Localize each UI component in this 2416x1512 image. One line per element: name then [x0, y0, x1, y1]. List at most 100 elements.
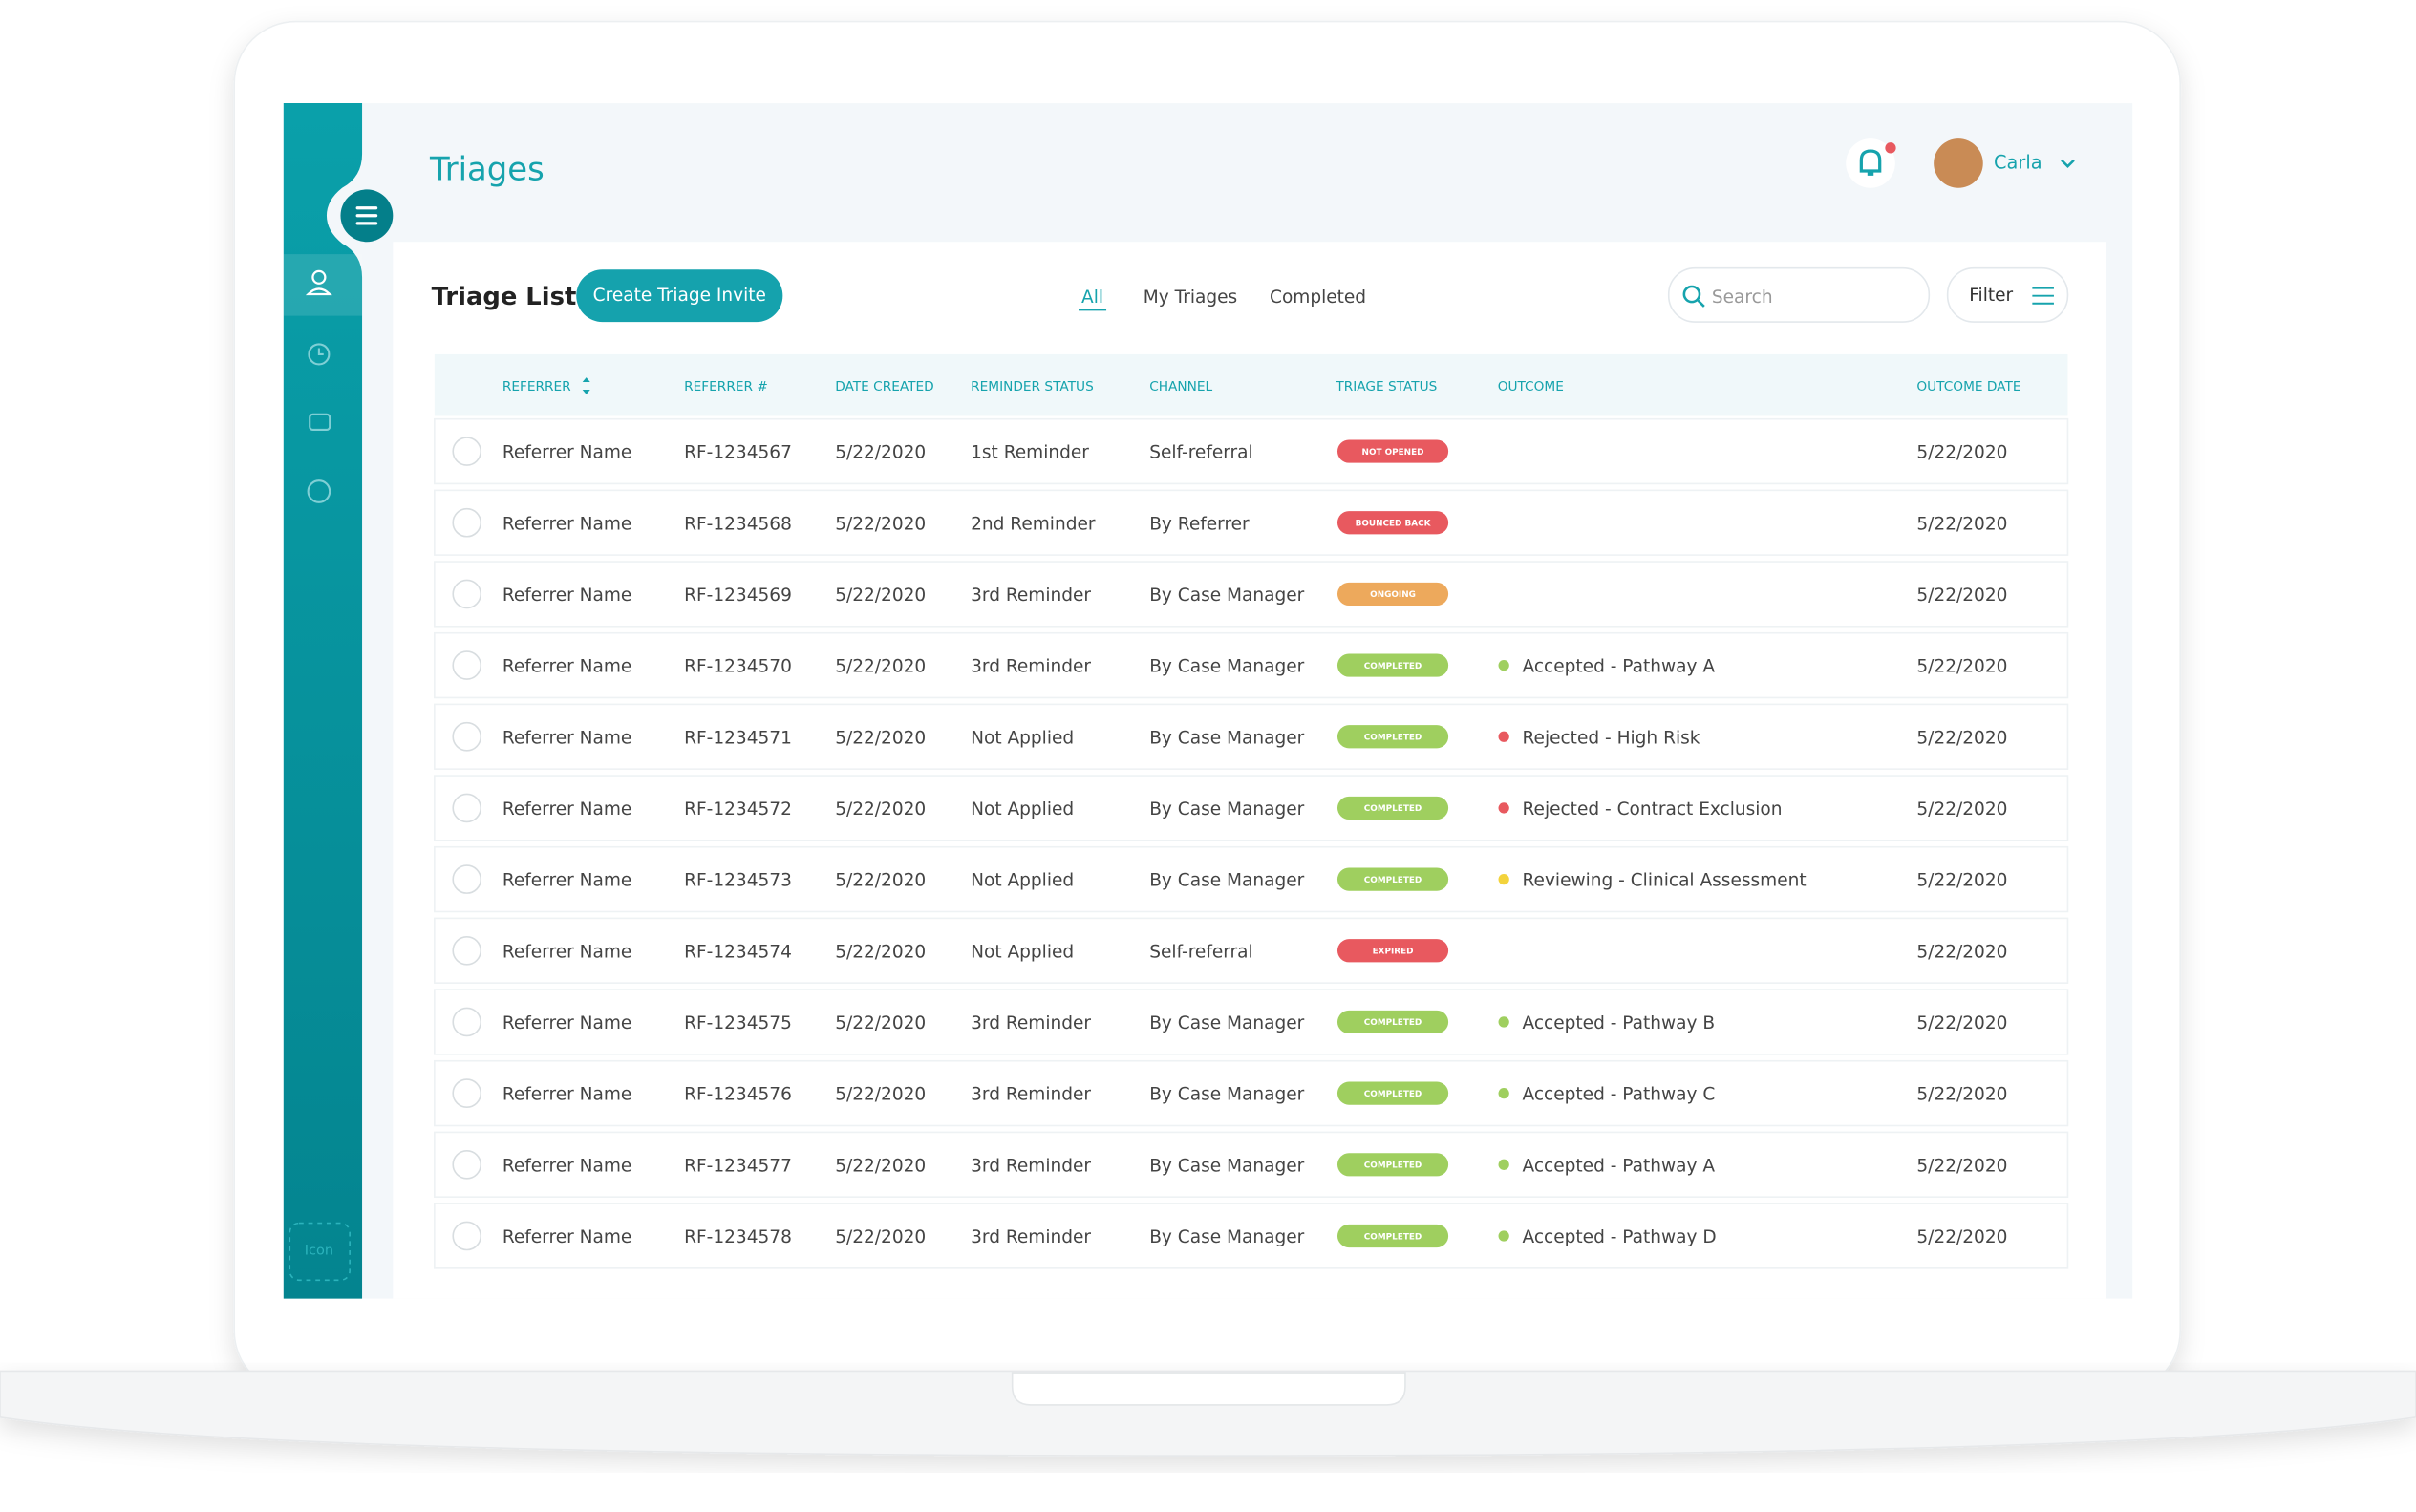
create-button[interactable] — [576, 269, 783, 323]
outcome-date: 5/22/2020 — [1916, 871, 2007, 891]
column-header[interactable]: REFERRER — [502, 379, 571, 394]
table-header — [434, 353, 2068, 416]
cell: By Case Manager — [1149, 1013, 1304, 1033]
search-placeholder[interactable]: Search — [1712, 287, 1773, 308]
outcome-date: 5/22/2020 — [1916, 1156, 2007, 1176]
status-label: BOUNCED BACK — [1356, 520, 1432, 529]
outcome: Accepted - Pathway A — [1523, 657, 1716, 677]
bell[interactable] — [1846, 138, 1896, 188]
outcome: Accepted - Pathway A — [1523, 1156, 1716, 1176]
status-label: ONGOING — [1370, 590, 1416, 600]
row[interactable] — [434, 845, 2069, 913]
row[interactable] — [434, 1059, 2069, 1127]
row[interactable] — [434, 703, 2069, 770]
user-name[interactable]: Carla — [1994, 151, 2042, 173]
status-badge — [1336, 1153, 1449, 1177]
cell: 5/22/2020 — [835, 1227, 926, 1247]
filter-button[interactable] — [1946, 266, 2069, 323]
create-button-label[interactable]: Create Triage Invite — [593, 286, 766, 306]
menu-icon — [355, 206, 378, 225]
sort-icon[interactable] — [582, 377, 590, 394]
row-checkbox[interactable] — [452, 864, 482, 894]
cell: 5/22/2020 — [835, 1013, 926, 1033]
row-checkbox[interactable] — [452, 1149, 482, 1180]
row[interactable] — [434, 989, 2069, 1055]
filter-label[interactable]: Filter — [1969, 286, 2013, 306]
cell: By Case Manager — [1149, 1227, 1304, 1247]
status-label: COMPLETED — [1364, 662, 1422, 671]
cell: RF-1234573 — [684, 871, 792, 891]
cell: By Case Manager — [1149, 728, 1304, 748]
row-checkbox[interactable] — [452, 1007, 482, 1037]
row[interactable] — [434, 417, 2069, 485]
row-checkbox[interactable] — [452, 1078, 482, 1108]
outcome-dot — [1498, 1016, 1509, 1028]
search-box[interactable] — [1667, 266, 1931, 323]
sidebar-active[interactable] — [283, 254, 363, 316]
tab[interactable]: My Triages — [1144, 287, 1237, 308]
row[interactable] — [434, 1131, 2069, 1198]
tab[interactable]: Completed — [1270, 287, 1366, 308]
cell: By Case Manager — [1149, 1085, 1304, 1105]
row-checkbox[interactable] — [452, 793, 482, 823]
outcome: Rejected - High Risk — [1523, 728, 1700, 748]
cell: RF-1234570 — [684, 657, 792, 677]
status-badge — [1336, 511, 1449, 535]
outcome-date: 5/22/2020 — [1916, 443, 2007, 463]
row-checkbox[interactable] — [452, 437, 482, 466]
status-label: COMPLETED — [1364, 1232, 1422, 1242]
row[interactable] — [434, 775, 2069, 841]
cell: By Referrer — [1149, 514, 1250, 534]
row[interactable] — [434, 631, 2069, 699]
avatar[interactable] — [1934, 138, 1983, 188]
outcome-dot — [1498, 873, 1509, 885]
row-checkbox[interactable] — [452, 1221, 482, 1251]
cell: By Case Manager — [1149, 586, 1304, 606]
row[interactable] — [434, 561, 2069, 628]
row-checkbox[interactable] — [452, 507, 482, 538]
outcome-date: 5/22/2020 — [1916, 514, 2007, 534]
row-checkbox[interactable] — [452, 935, 482, 966]
sidebar-icons[interactable] — [307, 343, 331, 503]
row[interactable] — [434, 489, 2069, 556]
row-checkbox[interactable] — [452, 650, 482, 680]
cell: 5/22/2020 — [835, 586, 926, 606]
cell: Self-referral — [1149, 443, 1252, 463]
cell: Not Applied — [971, 728, 1074, 748]
outcome: Accepted - Pathway C — [1523, 1085, 1716, 1105]
search-icon — [1682, 285, 1705, 308]
cell: 5/22/2020 — [835, 799, 926, 820]
status-badge — [1336, 939, 1449, 963]
row[interactable] — [434, 917, 2069, 984]
cell: 1st Reminder — [971, 443, 1089, 463]
cell: Referrer Name — [502, 1227, 631, 1247]
outcome-dot — [1498, 802, 1509, 814]
cell: RF-1234578 — [684, 1227, 792, 1247]
status-label: COMPLETED — [1364, 1161, 1422, 1171]
cell: Not Applied — [971, 871, 1074, 891]
cell: Self-referral — [1149, 942, 1252, 962]
status-badge — [1336, 867, 1449, 891]
cell: RF-1234571 — [684, 728, 792, 748]
list-title: Triage List — [432, 283, 577, 311]
cell: Referrer Name — [502, 1013, 631, 1033]
cell: Not Applied — [971, 942, 1074, 962]
row-checkbox[interactable] — [452, 579, 482, 609]
column-header: TRIAGE STATUS — [1335, 379, 1437, 394]
status-badge — [1336, 796, 1449, 820]
status-badge — [1336, 582, 1449, 607]
cell: RF-1234569 — [684, 586, 792, 606]
cell: 5/22/2020 — [835, 1085, 926, 1105]
tab[interactable]: All — [1081, 287, 1103, 308]
row[interactable] — [434, 1203, 2069, 1269]
row-checkbox[interactable] — [452, 721, 482, 752]
outcome: Reviewing - Clinical Assessment — [1523, 871, 1807, 891]
cell: 5/22/2020 — [835, 942, 926, 962]
placeholder-label: Icon — [305, 1244, 333, 1259]
outcome-date: 5/22/2020 — [1916, 942, 2007, 962]
cell: By Case Manager — [1149, 871, 1304, 891]
status-label: NOT OPENED — [1362, 448, 1424, 458]
chevron[interactable] — [2061, 159, 2075, 169]
